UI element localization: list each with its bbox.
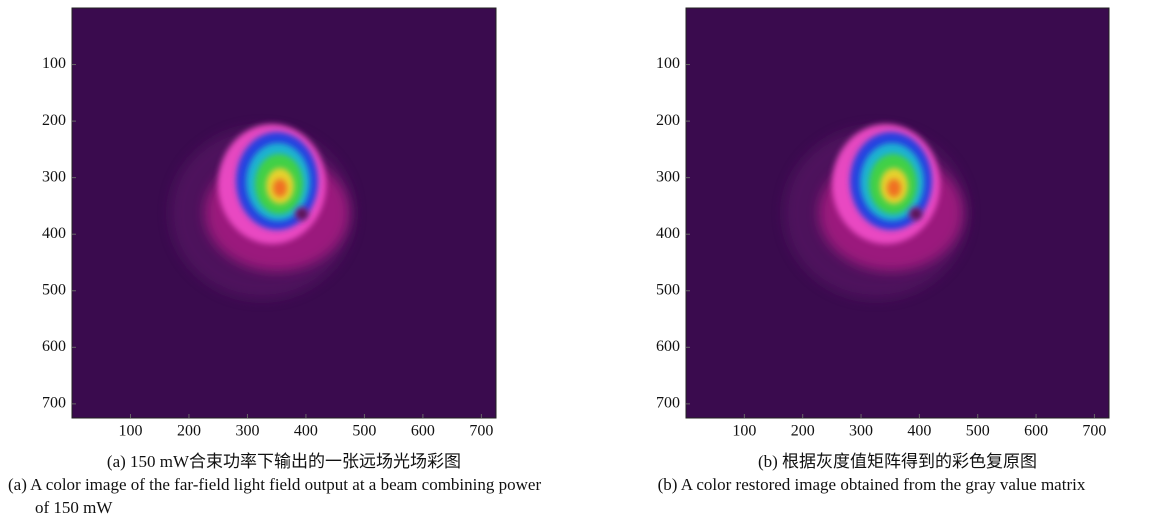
x-tick-label: 400 bbox=[294, 423, 318, 440]
caption-en: (b) A color restored image obtained from… bbox=[657, 475, 1086, 494]
y-tick-label: 600 bbox=[656, 338, 680, 355]
y-tick-label: 300 bbox=[656, 168, 680, 185]
y-tick-label: 100 bbox=[42, 55, 66, 72]
y-tick-label: 200 bbox=[42, 112, 66, 129]
y-tick-label: 200 bbox=[656, 112, 680, 129]
x-tick-label: 600 bbox=[1024, 423, 1048, 440]
spot-layer bbox=[887, 179, 901, 197]
x-tick-label: 300 bbox=[235, 423, 259, 440]
y-tick-label: 700 bbox=[42, 395, 66, 412]
y-tick-label: 600 bbox=[42, 338, 66, 355]
x-tick-label: 200 bbox=[177, 423, 201, 440]
caption-cn: (b) 根据灰度值矩阵得到的彩色复原图 bbox=[757, 452, 1038, 471]
x-tick-label: 400 bbox=[907, 423, 931, 440]
x-tick-label: 600 bbox=[411, 423, 435, 440]
y-tick-label: 500 bbox=[656, 281, 680, 298]
spot-defect bbox=[295, 207, 309, 221]
y-tick-label: 500 bbox=[42, 281, 66, 298]
y-tick-label: 100 bbox=[656, 55, 680, 72]
x-tick-label: 700 bbox=[469, 423, 493, 440]
x-tick-label: 500 bbox=[352, 423, 376, 440]
heatmap-spot bbox=[784, 124, 968, 299]
x-tick-label: 200 bbox=[791, 423, 815, 440]
x-tick-label: 500 bbox=[966, 423, 990, 440]
spot-defect bbox=[909, 207, 923, 221]
y-tick-label: 700 bbox=[656, 395, 680, 412]
plot-frame bbox=[685, 7, 1110, 419]
heatmap-spot bbox=[170, 124, 354, 299]
caption-cn: (a) 150 mW合束功率下输出的一张远场光场彩图 bbox=[106, 452, 462, 471]
x-tick-label: 100 bbox=[118, 423, 142, 440]
spot-layer bbox=[273, 179, 287, 197]
y-tick-label: 300 bbox=[42, 168, 66, 185]
x-tick-label: 300 bbox=[849, 423, 873, 440]
x-tick-label: 100 bbox=[732, 423, 756, 440]
x-tick-label: 700 bbox=[1082, 423, 1106, 440]
caption-en: (a) A color image of the far-field light… bbox=[8, 475, 542, 517]
plot-frame bbox=[71, 7, 497, 419]
y-tick-label: 400 bbox=[656, 225, 680, 242]
y-tick-label: 400 bbox=[42, 225, 66, 242]
